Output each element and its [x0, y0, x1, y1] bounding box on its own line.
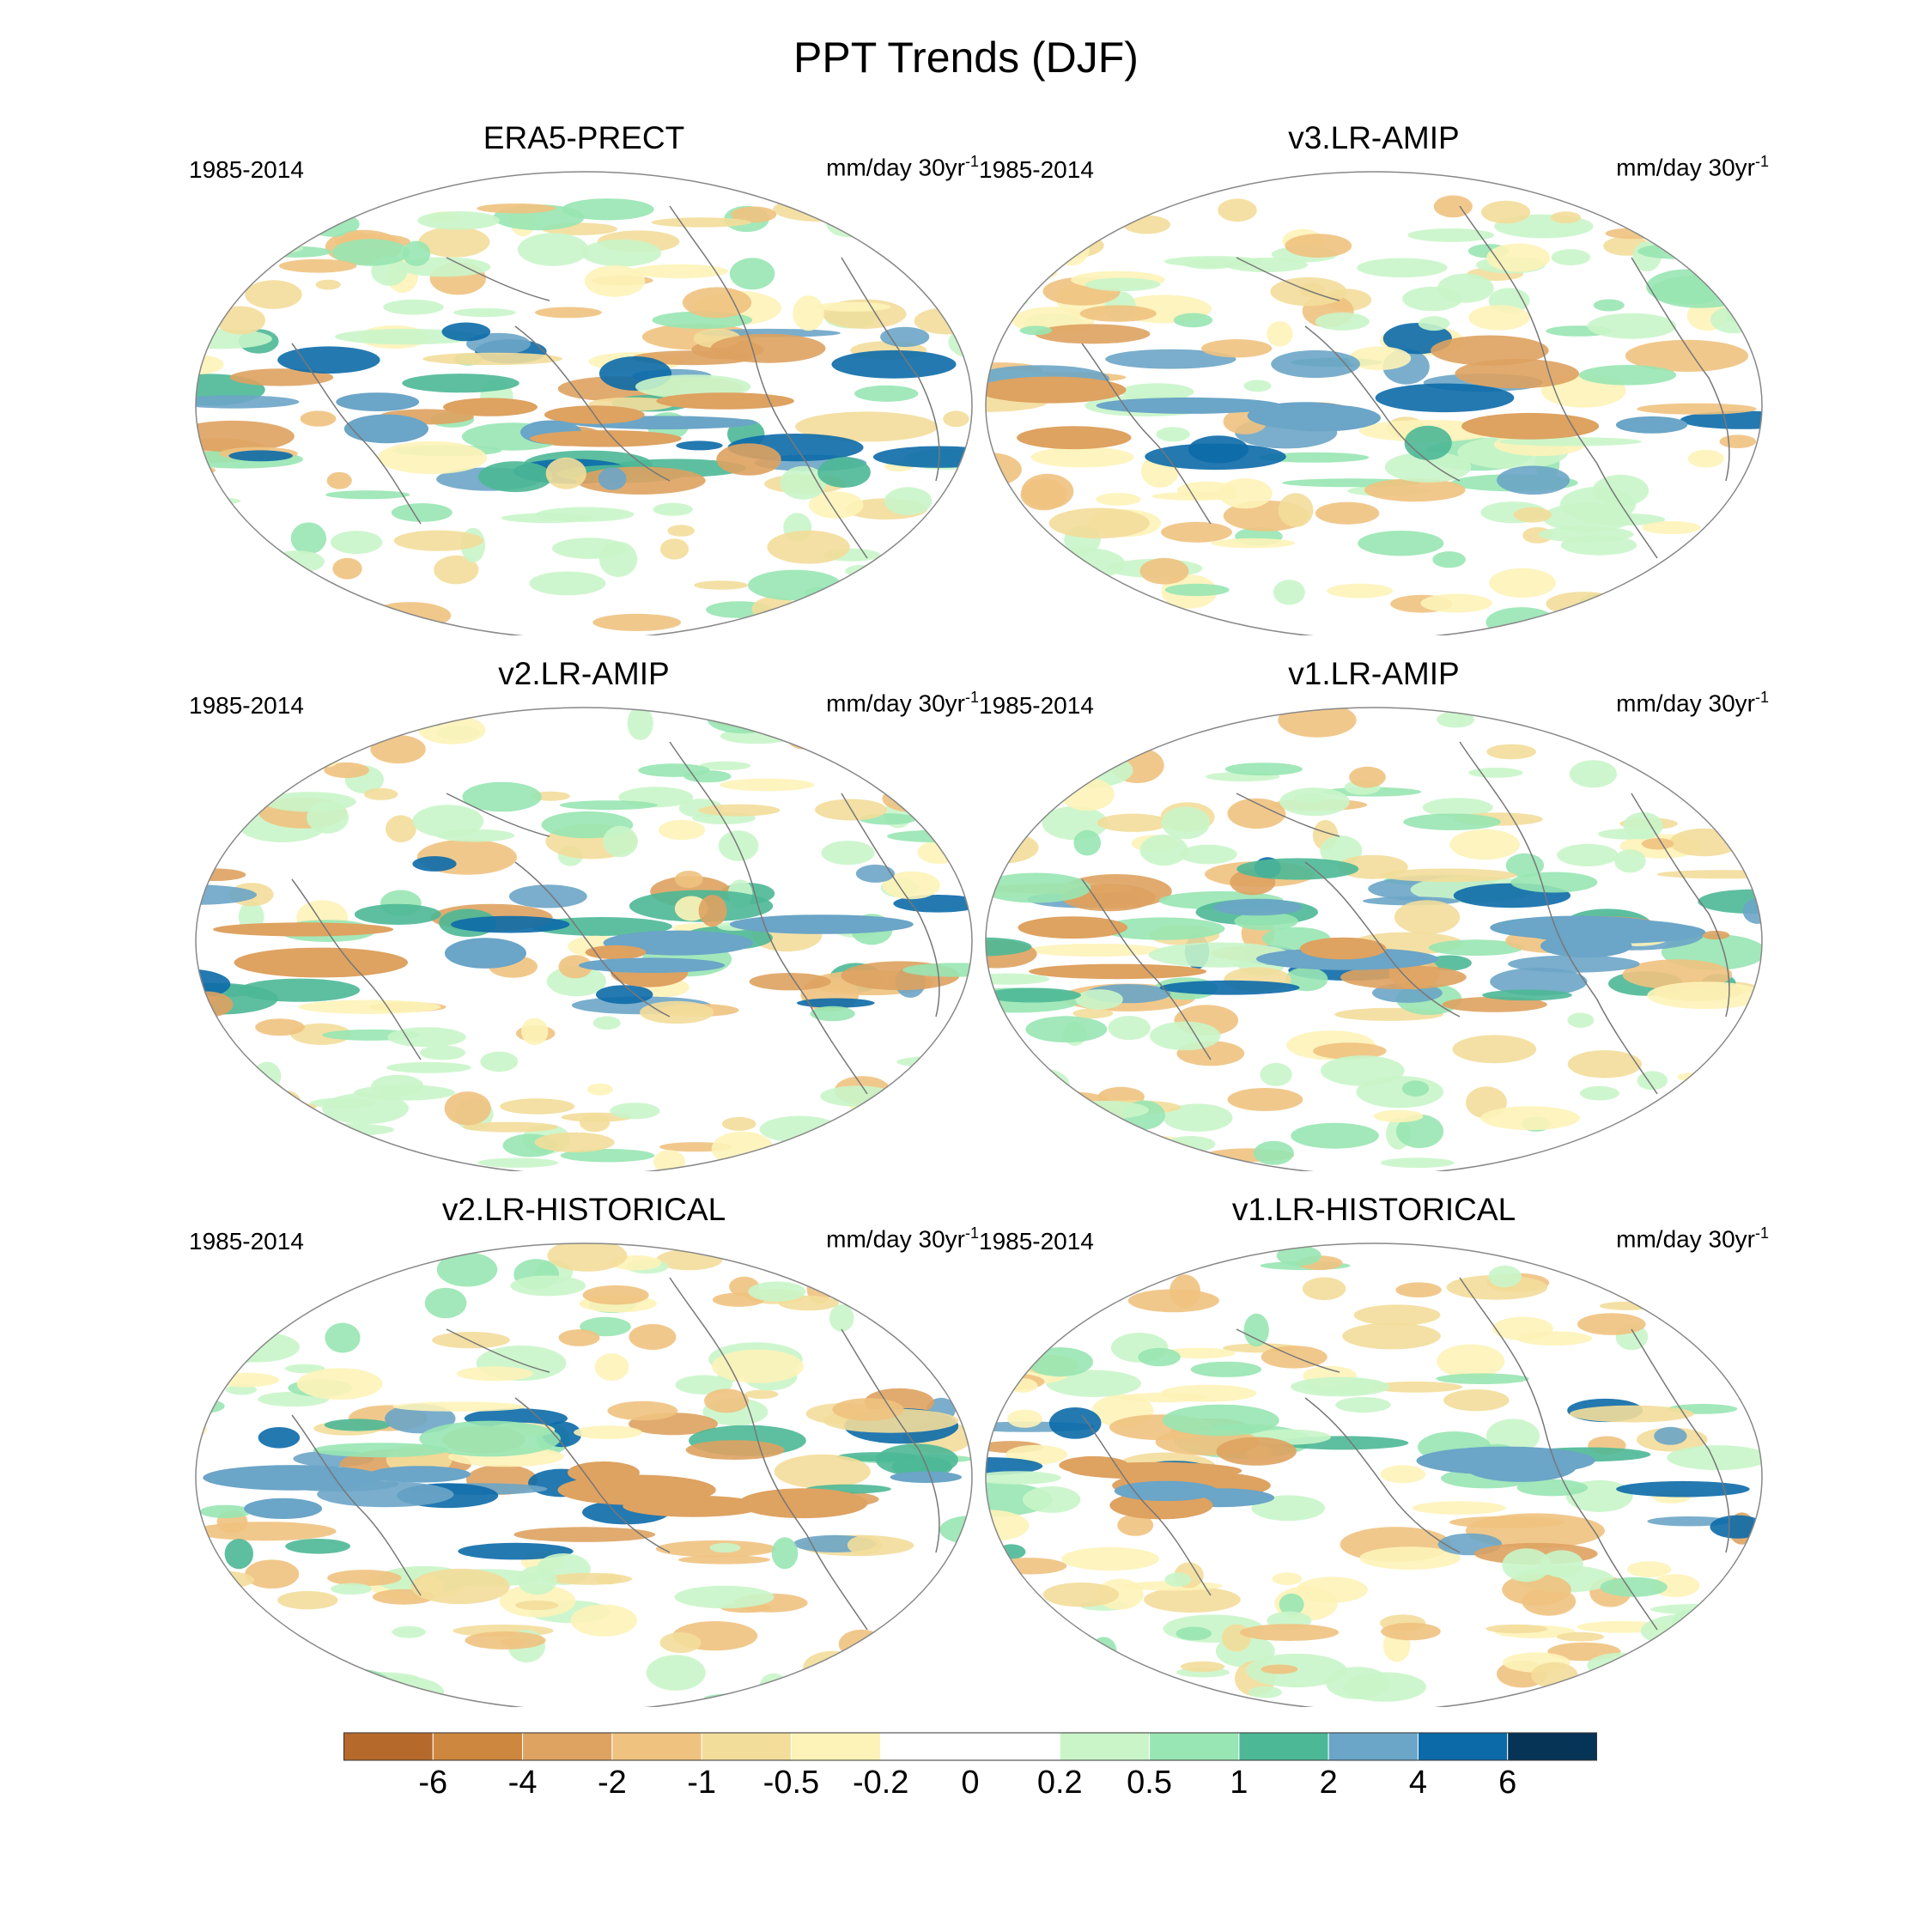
panel-period: 1985-2014	[189, 692, 304, 719]
map-border	[985, 707, 1763, 1171]
map-panel-v3-lr-amip: v3.LR-AMIP 1985-2014 mm/day 30yr-1	[979, 120, 1769, 635]
panel-title: v2.LR-HISTORICAL	[441, 1192, 726, 1227]
panel-units: mm/day 30yr-1	[826, 153, 979, 181]
panel-title: v2.LR-AMIP	[498, 656, 670, 691]
panel-period: 1985-2014	[979, 692, 1094, 719]
panel-units: mm/day 30yr-1	[826, 1224, 979, 1253]
colorbar-segment	[1417, 1732, 1509, 1761]
colorbar-segment	[1059, 1732, 1151, 1761]
colorbar-tick-label: 0.2	[1036, 1765, 1083, 1801]
map-field	[195, 1242, 973, 1707]
colorbar	[343, 1732, 1597, 1761]
map-field	[195, 171, 973, 635]
map-border	[985, 1242, 1763, 1707]
colorbar-tick-label: 0.5	[1127, 1765, 1172, 1801]
colorbar-segment	[1327, 1732, 1419, 1761]
colorbar-segment	[1507, 1732, 1597, 1761]
panel-title: v1.LR-AMIP	[1288, 656, 1460, 691]
colorbar-segment	[1149, 1732, 1240, 1761]
panel-period: 1985-2014	[189, 1228, 304, 1255]
map-panel-v2-lr-historical: v2.LR-HISTORICAL 1985-2014 mm/day 30yr-1	[189, 1192, 979, 1707]
panel-title: ERA5-PRECT	[483, 120, 685, 155]
map-panel-v2-lr-amip: v2.LR-AMIP 1985-2014 mm/day 30yr-1	[189, 656, 979, 1171]
colorbar-tick-label: -6	[418, 1765, 448, 1801]
map-field	[985, 1242, 1763, 1707]
colorbar-tick-label: 2	[1319, 1765, 1338, 1801]
map-field	[985, 707, 1763, 1171]
colorbar-segment	[1238, 1732, 1329, 1761]
colorbar-tick-label: -4	[507, 1765, 538, 1801]
colorbar-tick-label: 4	[1408, 1765, 1427, 1801]
map-border	[195, 707, 973, 1171]
colorbar-tick-label: 0	[961, 1765, 980, 1801]
map-border	[985, 171, 1763, 635]
map-border	[195, 171, 973, 635]
panel-units: mm/day 30yr-1	[1616, 153, 1769, 181]
colorbar-tick-label: -0.5	[762, 1765, 820, 1801]
colorbar-tick-label: -2	[597, 1765, 627, 1801]
colorbar-segment	[611, 1732, 702, 1761]
panel-period: 1985-2014	[979, 1228, 1094, 1255]
panel-units: mm/day 30yr-1	[1616, 1224, 1769, 1253]
colorbar-segment	[432, 1732, 524, 1761]
map-panel-v1-lr-amip: v1.LR-AMIP 1985-2014 mm/day 30yr-1	[979, 656, 1769, 1171]
map-border	[195, 1242, 973, 1707]
map-field	[195, 707, 973, 1171]
panel-title: v1.LR-HISTORICAL	[1231, 1192, 1516, 1227]
colorbar-tick-label: -1	[687, 1765, 717, 1801]
colorbar-segment	[790, 1732, 882, 1761]
map-panel-v1-lr-historical: v1.LR-HISTORICAL 1985-2014 mm/day 30yr-1	[979, 1192, 1769, 1707]
colorbar-segment	[522, 1732, 613, 1761]
map-field	[985, 171, 1763, 635]
panel-units: mm/day 30yr-1	[826, 689, 979, 717]
colorbar-segment	[343, 1732, 434, 1761]
colorbar-segment	[880, 1732, 971, 1761]
figure-title: PPT Trends (DJF)	[793, 33, 1139, 82]
map-panel-era5-prect: ERA5-PRECT 1985-2014 mm/day 30yr-1	[189, 120, 979, 635]
panel-units: mm/day 30yr-1	[1616, 689, 1769, 717]
panel-title: v3.LR-AMIP	[1288, 120, 1460, 155]
colorbar-segment	[701, 1732, 792, 1761]
panel-period: 1985-2014	[979, 156, 1094, 183]
colorbar-tick-label: 6	[1498, 1765, 1517, 1801]
colorbar-tick-label: 1	[1230, 1765, 1249, 1801]
colorbar-tick-label: -0.2	[852, 1765, 909, 1801]
panel-period: 1985-2014	[189, 156, 304, 183]
colorbar-segment	[969, 1732, 1060, 1761]
